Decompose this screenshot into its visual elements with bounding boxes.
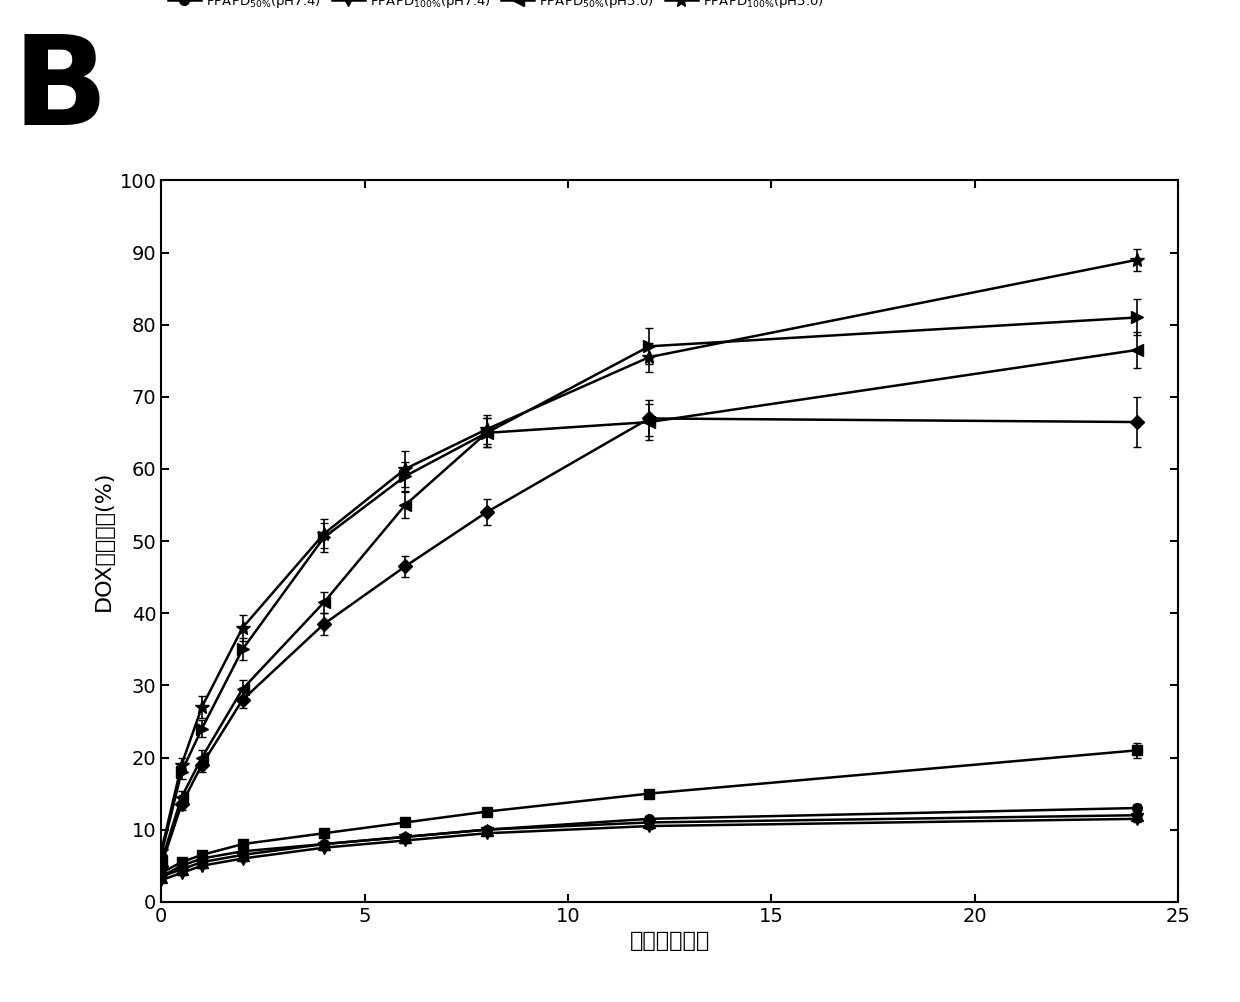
Y-axis label: DOX释放效率(%): DOX释放效率(%) [94, 471, 114, 611]
Text: B: B [12, 30, 108, 151]
Legend: PPAPD$_\mathregular{25\%}$(pH7.4), PPAPD$_\mathregular{50\%}$(pH7.4), PPAPD$_\ma: PPAPD$_\mathregular{25\%}$(pH7.4), PPAPD… [167, 0, 825, 10]
X-axis label: 时间（小时）: 时间（小时） [630, 931, 709, 951]
